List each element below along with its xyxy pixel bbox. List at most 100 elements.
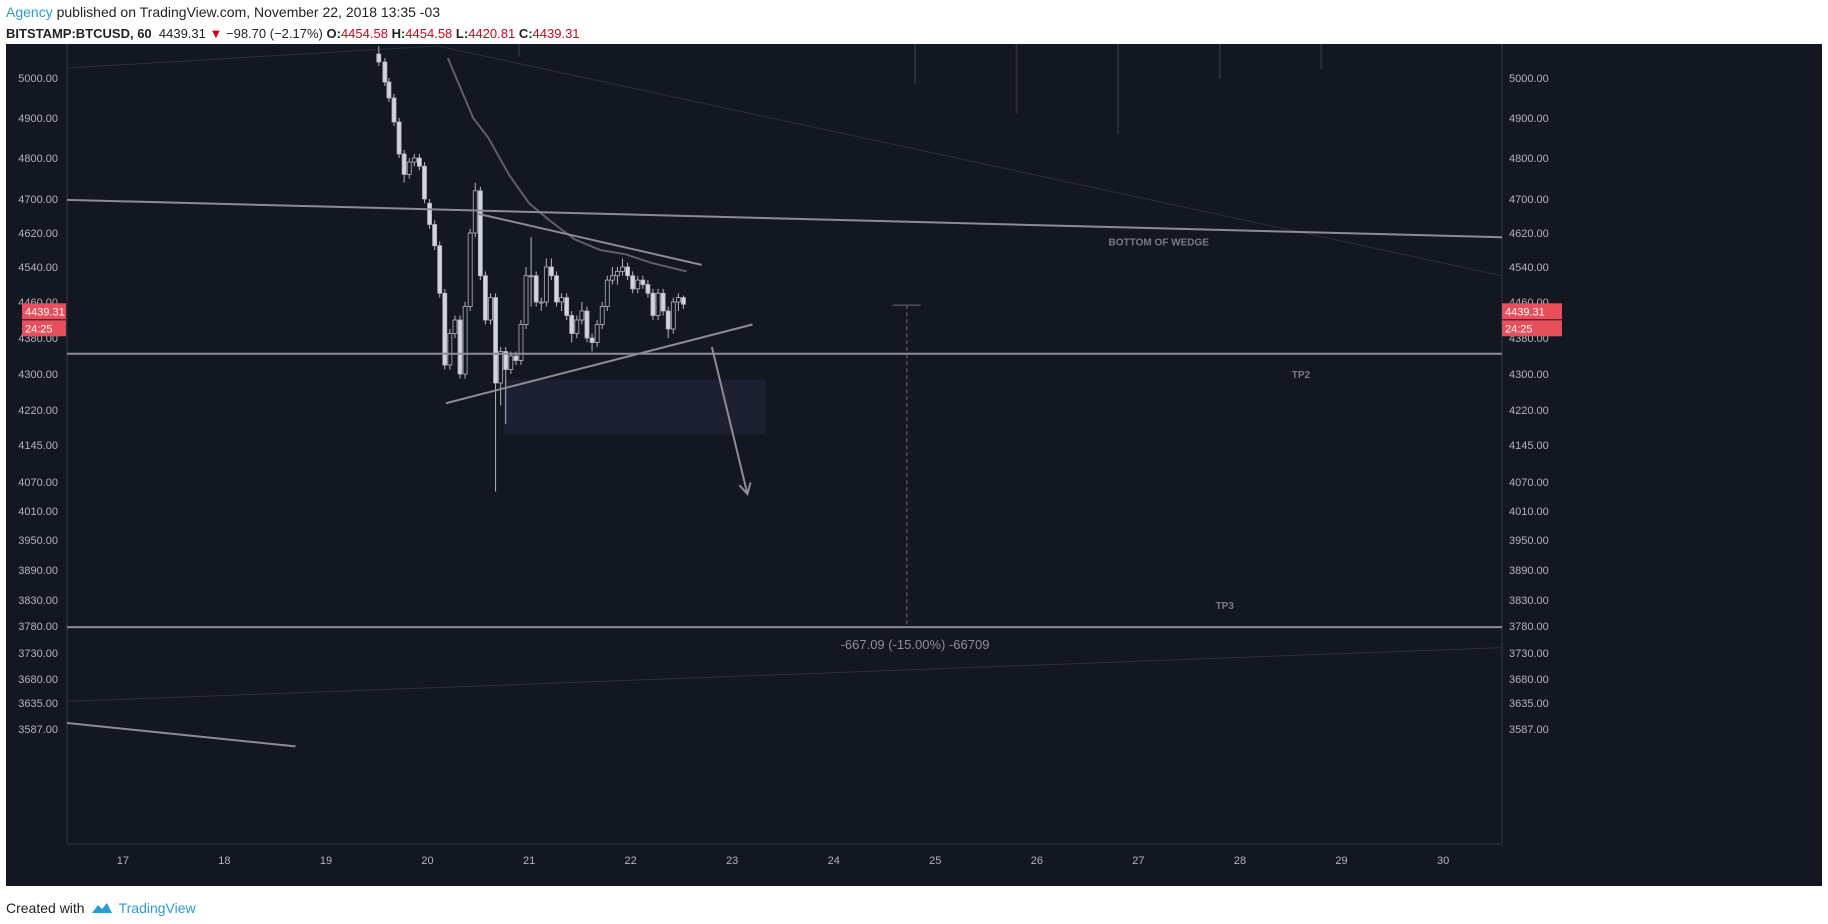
candle-body-39 bbox=[574, 319, 580, 334]
x-tick-8: 25 bbox=[929, 855, 941, 867]
candle-body-21 bbox=[483, 275, 488, 321]
candle-body-52 bbox=[640, 279, 646, 285]
candle-body-53 bbox=[645, 284, 651, 294]
y-tick-left-4: 4620.00 bbox=[18, 228, 58, 240]
candle-body-20 bbox=[477, 190, 483, 277]
candle-body-54 bbox=[650, 292, 656, 316]
candle-body-49 bbox=[625, 266, 630, 277]
x-tick-13: 30 bbox=[1437, 855, 1449, 867]
candle-body-34 bbox=[549, 266, 554, 277]
candle-body-24 bbox=[498, 351, 504, 384]
candle-body-46 bbox=[609, 275, 615, 281]
y-tick-right-13: 3950.00 bbox=[1509, 535, 1549, 547]
candle-body-50 bbox=[630, 275, 636, 290]
faint-trendline-2 bbox=[66, 647, 1503, 702]
down-arrow-icon: ▼ bbox=[209, 26, 223, 41]
candle-body-36 bbox=[559, 297, 564, 303]
candle-body-44 bbox=[599, 306, 605, 325]
y-tick-left-3: 4700.00 bbox=[18, 194, 58, 206]
low-value: 4420.81 bbox=[468, 26, 516, 41]
candle-body-56 bbox=[660, 292, 666, 312]
candle-body-5 bbox=[401, 153, 407, 175]
author-link[interactable]: Agency bbox=[6, 4, 53, 20]
publish-line: Agency published on TradingView.com, Nov… bbox=[6, 2, 1822, 23]
candle-body-43 bbox=[594, 324, 600, 343]
y-tick-left-19: 3635.00 bbox=[18, 698, 58, 710]
y-tick-left-1: 4900.00 bbox=[18, 113, 58, 125]
y-tick-right-20: 3587.00 bbox=[1509, 724, 1549, 736]
candle-body-58 bbox=[670, 301, 676, 330]
close-value: 4439.31 bbox=[532, 26, 580, 41]
candle-body-26 bbox=[508, 355, 514, 370]
drawn-line-0 bbox=[66, 198, 1503, 239]
last-price-badge-bg-right bbox=[1502, 303, 1562, 320]
candle-body-14 bbox=[447, 333, 453, 366]
footer: Created with TradingView bbox=[6, 896, 196, 920]
candle-body-23 bbox=[493, 297, 498, 384]
y-tick-right-1: 4900.00 bbox=[1509, 113, 1549, 125]
candle-body-7 bbox=[411, 157, 417, 163]
candle-body-30 bbox=[528, 275, 534, 278]
y-tick-right-8: 4300.00 bbox=[1509, 369, 1549, 381]
tradingview-brand-text: TradingView bbox=[118, 900, 196, 916]
candle-body-37 bbox=[564, 297, 570, 316]
last-price-badge-bg-left bbox=[22, 303, 66, 320]
candle-body-42 bbox=[589, 337, 595, 343]
tradingview-brand-link[interactable]: TradingView bbox=[91, 900, 196, 916]
close-label: C: bbox=[518, 26, 533, 41]
drawn-line-5 bbox=[66, 722, 296, 748]
y-tick-right-5: 4540.00 bbox=[1509, 262, 1549, 274]
candle-body-13 bbox=[442, 292, 448, 366]
symbol-line: BITSTAMP:BTCUSD, 60 4439.31 ▼ −98.70 (−2… bbox=[6, 23, 1822, 44]
x-tick-2: 19 bbox=[320, 855, 332, 867]
candle-body-55 bbox=[655, 292, 661, 316]
high-value: 4454.58 bbox=[405, 26, 453, 41]
countdown-badge-bg-left bbox=[22, 320, 66, 337]
x-tick-10: 27 bbox=[1132, 855, 1144, 867]
y-tick-right-14: 3890.00 bbox=[1509, 565, 1549, 577]
candle-body-18 bbox=[467, 232, 473, 307]
x-tick-7: 24 bbox=[828, 855, 840, 867]
x-tick-12: 29 bbox=[1335, 855, 1347, 867]
candle-body-59 bbox=[675, 297, 681, 303]
candle-body-3 bbox=[391, 97, 397, 123]
candle-body-29 bbox=[523, 275, 529, 325]
y-tick-left-12: 4010.00 bbox=[18, 506, 58, 518]
candlestick-chart[interactable]: BOTTOM OF WEDGE TP2 TP3 -667.09 (-15.00%) -… bbox=[6, 44, 1822, 886]
y-tick-right-0: 5000.00 bbox=[1509, 73, 1549, 85]
y-tick-left-0: 5000.00 bbox=[18, 73, 58, 85]
countdown-badge-left: 24:25 bbox=[25, 323, 53, 335]
drawn-line-3 bbox=[445, 323, 753, 405]
created-with-text: Created with bbox=[6, 900, 85, 916]
tradingview-logo-icon bbox=[91, 903, 112, 913]
candle-body-40 bbox=[579, 310, 585, 321]
y-tick-right-4: 4620.00 bbox=[1509, 228, 1549, 240]
candle-body-10 bbox=[427, 202, 432, 225]
y-tick-left-9: 4220.00 bbox=[18, 405, 58, 417]
x-tick-0: 17 bbox=[117, 855, 129, 867]
candle-body-60 bbox=[681, 297, 686, 305]
open-label: O: bbox=[326, 26, 341, 41]
candle-body-41 bbox=[584, 310, 590, 339]
chart-area[interactable]: BOTTOM OF WEDGE TP2 TP3 -667.09 (-15.00%) -… bbox=[6, 44, 1822, 886]
candle-body-12 bbox=[437, 245, 443, 294]
y-tick-left-20: 3587.00 bbox=[18, 724, 58, 736]
last-price-badge-right: 4439.31 bbox=[1505, 306, 1545, 318]
y-tick-left-16: 3780.00 bbox=[18, 621, 58, 633]
high-label: H: bbox=[391, 26, 406, 41]
y-tick-right-12: 4010.00 bbox=[1509, 506, 1549, 518]
candle-body-33 bbox=[543, 266, 549, 303]
faint-trendline-1 bbox=[437, 45, 1503, 277]
countdown-badge-right: 24:25 bbox=[1505, 323, 1533, 335]
chart-header: Agency published on TradingView.com, Nov… bbox=[6, 2, 1822, 44]
candle-body-32 bbox=[538, 301, 544, 304]
last-price: 4439.31 bbox=[158, 26, 206, 41]
candle-body-51 bbox=[635, 279, 641, 290]
y-tick-right-2: 4800.00 bbox=[1509, 153, 1549, 165]
countdown-badge-bg-right bbox=[1502, 320, 1562, 337]
x-tick-1: 18 bbox=[218, 855, 230, 867]
x-tick-4: 21 bbox=[523, 855, 535, 867]
down-arrow-head-icon bbox=[738, 482, 752, 497]
candle-body-57 bbox=[665, 310, 671, 330]
y-tick-right-11: 4070.00 bbox=[1509, 477, 1549, 489]
